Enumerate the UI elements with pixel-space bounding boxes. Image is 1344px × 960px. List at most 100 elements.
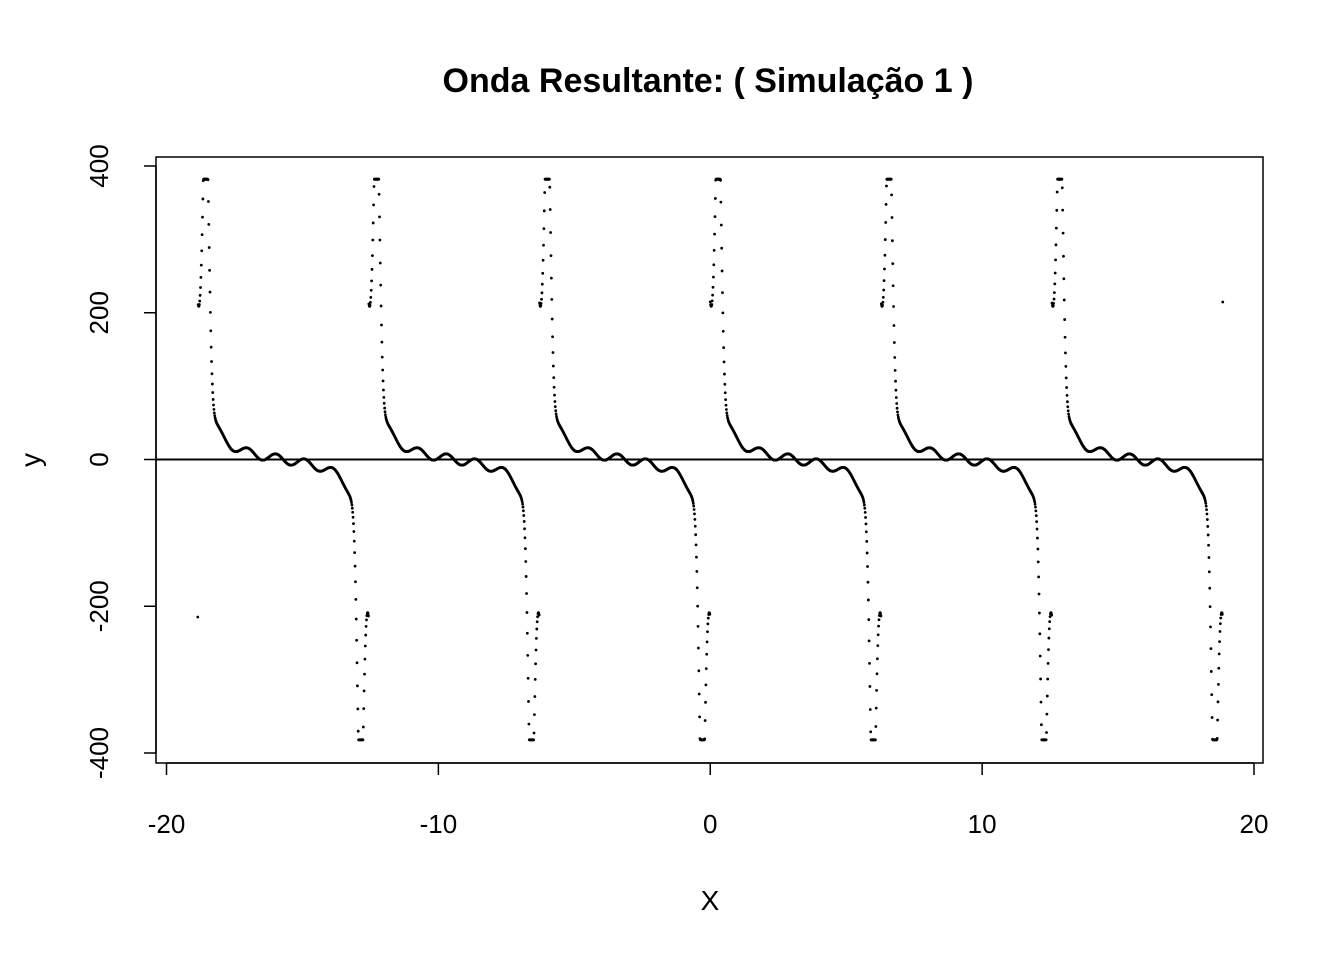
data-point — [893, 356, 897, 359]
data-point — [882, 279, 886, 283]
data-point — [200, 249, 204, 253]
data-point — [535, 627, 539, 631]
data-point — [885, 184, 888, 188]
data-point — [525, 592, 528, 595]
data-point — [693, 524, 697, 528]
data-point — [548, 208, 552, 211]
data-point — [703, 737, 707, 741]
data-point — [864, 530, 868, 534]
data-point — [884, 203, 888, 206]
data-point — [1065, 386, 1069, 389]
data-point — [710, 299, 714, 303]
data-point — [889, 177, 893, 181]
data-point — [364, 624, 368, 628]
data-point — [382, 395, 386, 399]
data-point — [351, 515, 355, 519]
data-point — [551, 351, 555, 354]
data-point — [869, 730, 873, 734]
data-point — [542, 209, 546, 213]
data-point — [710, 303, 714, 306]
data-point — [1064, 351, 1067, 355]
data-point — [550, 317, 554, 321]
data-point — [553, 400, 557, 403]
data-point — [723, 391, 727, 395]
data-point — [355, 638, 359, 642]
data-point — [523, 527, 526, 531]
data-point — [1053, 271, 1057, 275]
data-point — [208, 290, 212, 294]
data-point — [535, 620, 539, 624]
data-point — [532, 731, 536, 735]
data-point — [549, 254, 553, 258]
data-point — [1038, 654, 1042, 658]
data-point — [521, 509, 525, 513]
data-point — [208, 310, 212, 314]
data-point — [542, 227, 546, 231]
data-point — [209, 329, 213, 333]
data-point — [721, 329, 725, 333]
data-point — [380, 323, 383, 327]
data-point — [1053, 291, 1056, 295]
data-point — [863, 506, 867, 510]
data-point — [361, 738, 365, 742]
data-point — [356, 684, 359, 688]
data-point — [533, 713, 536, 716]
data-point — [875, 672, 879, 676]
data-point — [890, 239, 894, 243]
data-point — [354, 617, 358, 621]
data-point — [520, 500, 524, 504]
data-point — [866, 598, 870, 602]
data-point — [693, 512, 696, 516]
data-point — [548, 185, 552, 189]
data-point — [350, 503, 354, 507]
data-point — [1034, 505, 1037, 509]
data-point — [355, 661, 359, 665]
data-point — [552, 385, 556, 389]
data-point — [371, 238, 375, 242]
data-point — [1052, 297, 1056, 301]
data-point — [691, 499, 695, 503]
data-point — [540, 297, 543, 301]
data-point — [1205, 518, 1209, 521]
data-point — [877, 624, 880, 628]
data-point — [891, 284, 895, 288]
x-tick-label: 20 — [1240, 809, 1269, 839]
data-point — [1216, 700, 1220, 704]
data-point — [549, 276, 553, 280]
data-point — [213, 414, 217, 417]
data-point — [353, 551, 357, 554]
data-point — [694, 533, 698, 537]
data-point — [354, 598, 358, 601]
data-point — [370, 279, 374, 283]
data-point — [892, 341, 896, 344]
y-tick-label: 400 — [84, 144, 114, 187]
data-point — [554, 412, 558, 416]
y-tick-label: -400 — [84, 727, 114, 779]
data-point — [725, 408, 728, 411]
data-point — [720, 246, 724, 250]
data-point — [896, 413, 900, 417]
data-point — [862, 503, 866, 507]
data-point — [212, 408, 216, 411]
data-point — [866, 565, 869, 568]
data-point — [874, 738, 877, 742]
data-points — [196, 177, 1225, 742]
data-point — [721, 291, 724, 295]
data-point — [695, 586, 699, 590]
data-point — [384, 413, 387, 417]
data-point — [1217, 666, 1221, 670]
data-point — [371, 221, 375, 225]
data-point — [865, 551, 869, 555]
data-point — [198, 299, 202, 303]
data-point — [1206, 525, 1210, 528]
data-point — [533, 695, 537, 698]
data-point — [1062, 254, 1065, 258]
data-point — [548, 177, 551, 181]
data-point — [367, 614, 370, 618]
data-point — [207, 222, 211, 226]
data-point — [1033, 502, 1037, 506]
data-point — [361, 725, 365, 729]
data-point — [692, 508, 696, 511]
data-point — [354, 580, 357, 584]
data-point — [534, 648, 538, 652]
